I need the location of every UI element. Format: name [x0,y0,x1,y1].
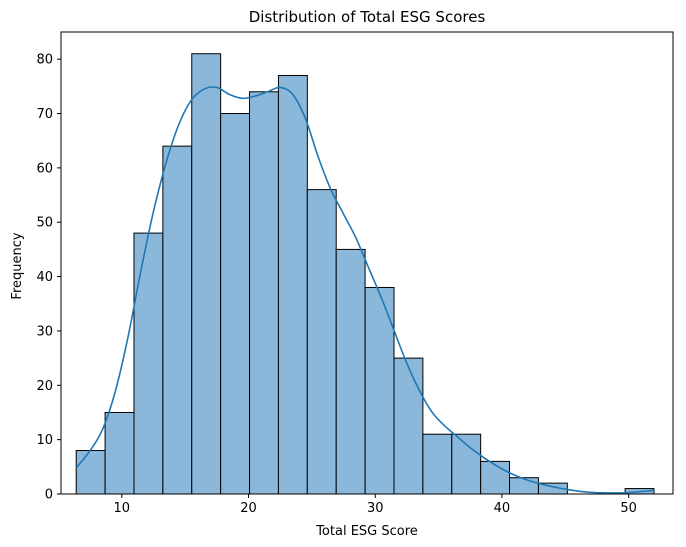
histogram-bar [191,53,222,495]
plot-frame [60,31,674,495]
y-tick-label: 40 [36,270,53,285]
histogram-bar [393,357,424,495]
plot-area: 10 20 30 40 50 0 10 20 30 40 50 60 70 80 [36,31,674,516]
x-tick-label: 40 [494,501,511,516]
histogram-bar [162,145,193,495]
x-axis-label: Total ESG Score [315,524,418,539]
histogram-bar [277,74,308,495]
histogram-bar [249,91,279,495]
x-tick-label: 20 [240,501,257,516]
histogram-bar [220,113,251,495]
y-tick-label: 20 [36,379,53,394]
histogram-bar [75,450,106,495]
y-tick-label: 70 [36,107,53,122]
histogram-bar [509,477,539,495]
y-tick-label: 50 [36,216,53,231]
y-tick-label: 0 [45,488,53,503]
x-tick-label: 30 [367,501,384,516]
histogram-bar [104,411,135,495]
histogram-bar [451,433,482,495]
x-tick-label: 10 [114,501,131,516]
y-axis-label: Frequency [10,232,25,299]
y-tick-label: 80 [36,53,53,68]
chart-title: Distribution of Total ESG Scores [249,8,486,26]
x-tick-label: 50 [620,501,637,516]
histogram-bar [133,232,164,495]
y-tick-label: 30 [36,324,53,339]
histogram-bar [364,286,395,495]
histogram-bar [480,460,511,495]
histogram-bar [422,433,453,495]
histogram-bar [306,189,337,495]
histogram-bar [335,248,366,495]
y-tick-label: 10 [36,433,53,448]
kde-line [75,86,655,494]
y-tick-label: 60 [36,161,53,176]
